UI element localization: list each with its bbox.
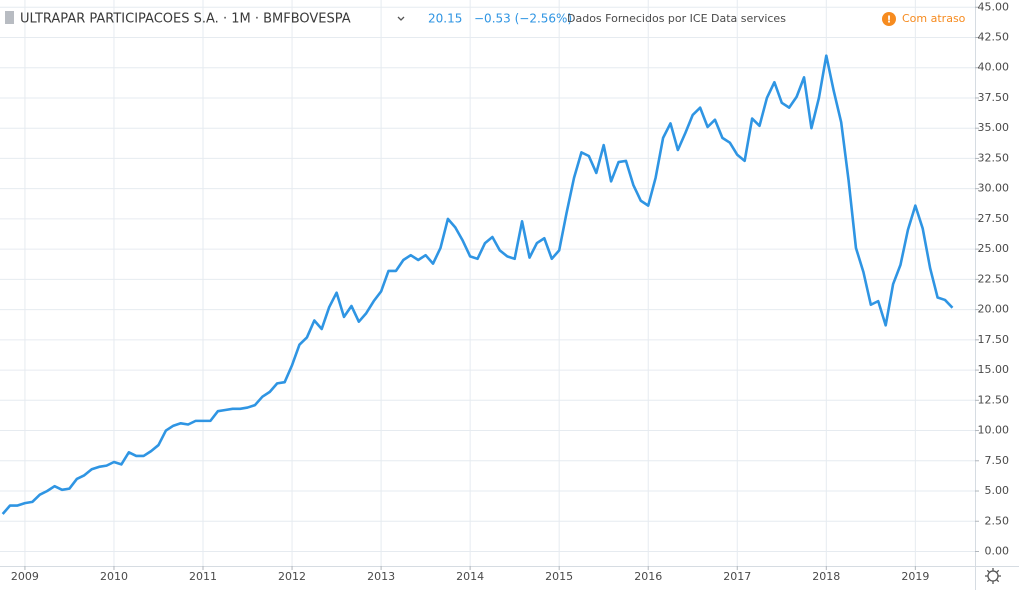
x-tick-label: 2009 — [11, 570, 39, 583]
x-tick-label: 2013 — [367, 570, 395, 583]
x-tick-label: 2015 — [545, 570, 573, 583]
y-tick-label: 7.50 — [985, 454, 1010, 467]
y-tick-label: 2.50 — [985, 514, 1010, 527]
axes: 0.00 2.50 5.00 7.50 10.00 12.50 15.00 17.50 20.0… — [11, 0, 1009, 583]
gear-teeth[interactable] — [985, 568, 1001, 584]
y-tick-label: 27.50 — [978, 212, 1010, 225]
y-tick-label: 30.00 — [978, 182, 1010, 195]
x-tick-label: 2010 — [100, 570, 128, 583]
x-tick-label: 2014 — [456, 570, 484, 583]
y-tick-label: 0.00 — [985, 544, 1010, 557]
dropdown-chevron[interactable] — [397, 16, 405, 21]
chart-title[interactable]: ULTRAPAR PARTICIPACOES S.A. · 1M · BMFBO… — [20, 12, 351, 27]
warning-icon[interactable] — [882, 12, 896, 26]
y-tick-label: 42.50 — [978, 30, 1010, 43]
plot — [1, 54, 954, 515]
last-price: 20.15 — [428, 12, 462, 26]
y-tick-label: 37.50 — [978, 91, 1010, 104]
settings-icon[interactable] — [985, 568, 1001, 584]
y-tick-label: 10.00 — [978, 424, 1010, 437]
y-tick-label: 45.00 — [978, 0, 1010, 13]
data-source: Dados Fornecidos por ICE Data services — [567, 12, 786, 25]
y-tick-label: 25.00 — [978, 242, 1010, 255]
y-tick-label: 35.00 — [978, 121, 1010, 134]
grid — [0, 0, 975, 566]
x-tick-label: 2018 — [812, 570, 840, 583]
x-tick-label: 2011 — [189, 570, 217, 583]
y-tick-label: 40.00 — [978, 61, 1010, 74]
x-tick-label: 2019 — [901, 570, 929, 583]
y-tick-label: 12.50 — [978, 393, 1010, 406]
y-tick-label: 32.50 — [978, 151, 1010, 164]
warning-mark: ! — [887, 15, 892, 26]
y-tick-label: 15.00 — [978, 363, 1010, 376]
y-tick-label: 17.50 — [978, 333, 1010, 346]
y-tick-label: 20.00 — [978, 303, 1010, 316]
x-tick-label: 2017 — [723, 570, 751, 583]
x-tick-label: 2012 — [278, 570, 306, 583]
symbol-icon — [5, 11, 14, 24]
x-tick-label: 2016 — [634, 570, 662, 583]
price-line — [1, 54, 954, 515]
y-tick-label: 5.00 — [985, 484, 1010, 497]
delay-status[interactable]: Com atraso — [902, 12, 966, 25]
y-tick-label: 22.50 — [978, 272, 1010, 285]
price-change: −0.53 (−2.56%) — [474, 12, 572, 26]
